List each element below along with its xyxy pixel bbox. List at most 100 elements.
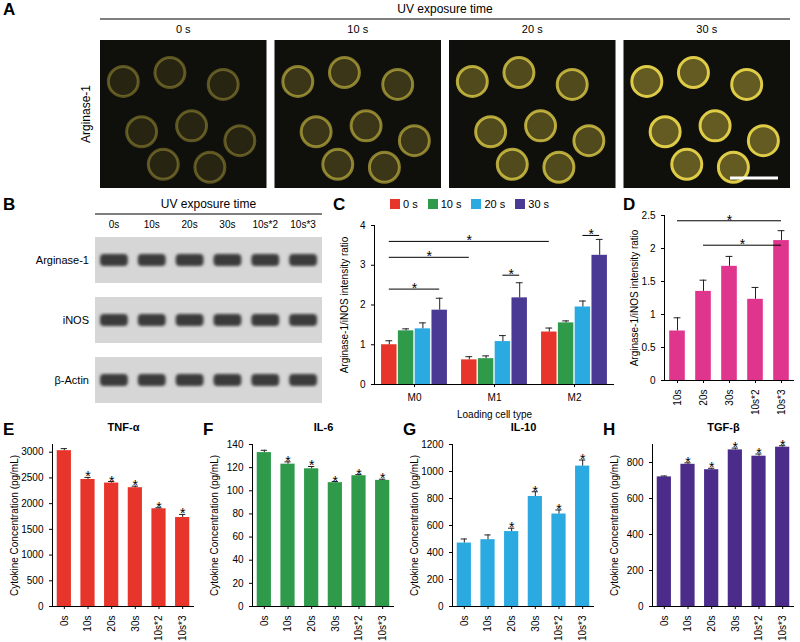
svg-text:*: * — [709, 459, 715, 475]
svg-text:800: 800 — [427, 493, 444, 504]
svg-text:120: 120 — [227, 462, 244, 473]
svg-text:*: * — [85, 468, 91, 484]
svg-text:0s: 0s — [109, 219, 120, 230]
svg-text:*: * — [156, 499, 162, 515]
svg-text:2: 2 — [650, 243, 656, 254]
svg-text:Cytokine Concentration (pg/mL): Cytokine Concentration (pg/mL) — [409, 455, 420, 596]
svg-text:0: 0 — [638, 601, 644, 612]
svg-text:30s: 30s — [130, 616, 141, 632]
svg-text:10s*2: 10s*2 — [553, 615, 564, 641]
svg-text:Arginase-1/iNOS intensity rati: Arginase-1/iNOS intensity ratio — [339, 236, 350, 373]
svg-text:0s: 0s — [59, 616, 70, 627]
svg-text:*: * — [556, 501, 562, 517]
svg-text:*: * — [427, 248, 433, 264]
svg-text:0: 0 — [360, 379, 366, 390]
svg-text:UV exposure time: UV exposure time — [397, 2, 493, 16]
svg-text:10s*3: 10s*3 — [776, 389, 787, 415]
svg-text:Arginase-1/iNOS intensity rati: Arginase-1/iNOS intensity ratio — [629, 229, 640, 366]
svg-text:IL-10: IL-10 — [511, 421, 537, 433]
svg-text:0: 0 — [650, 375, 656, 386]
svg-text:iNOS: iNOS — [63, 314, 89, 326]
svg-text:*: * — [756, 445, 762, 461]
svg-text:M2: M2 — [568, 392, 582, 403]
svg-text:10s*3: 10s*3 — [177, 615, 188, 641]
svg-text:10s*3: 10s*3 — [290, 219, 316, 230]
svg-text:0: 0 — [438, 601, 444, 612]
svg-text:2: 2 — [360, 299, 366, 310]
svg-text:Cytokine Concentration (pg/mL): Cytokine Concentration (pg/mL) — [209, 455, 220, 596]
svg-text:30s: 30s — [219, 219, 235, 230]
svg-text:Arginase-1: Arginase-1 — [79, 85, 93, 143]
svg-text:10s: 10s — [672, 390, 683, 406]
svg-text:400: 400 — [427, 547, 444, 558]
svg-text:2000: 2000 — [21, 498, 44, 509]
svg-text:20s: 20s — [706, 616, 717, 632]
svg-text:1500: 1500 — [21, 524, 44, 535]
svg-text:10s: 10s — [282, 616, 293, 632]
svg-text:IL-6: IL-6 — [314, 421, 334, 433]
svg-text:10s*3: 10s*3 — [377, 615, 388, 641]
svg-text:10s*2: 10s*2 — [153, 615, 164, 641]
svg-text:*: * — [589, 226, 595, 242]
svg-text:30s: 30s — [724, 390, 735, 406]
svg-text:Cytokine Concentration (pg/mL): Cytokine Concentration (pg/mL) — [609, 455, 620, 596]
svg-text:M1: M1 — [488, 392, 502, 403]
svg-text:20s: 20s — [182, 219, 198, 230]
svg-text:800: 800 — [627, 457, 644, 468]
svg-text:0s: 0s — [259, 616, 270, 627]
svg-text:*: * — [780, 437, 786, 453]
svg-text:10s*3: 10s*3 — [577, 615, 588, 641]
svg-text:10s: 10s — [482, 616, 493, 632]
svg-text:10s: 10s — [82, 616, 93, 632]
svg-text:200: 200 — [427, 574, 444, 585]
svg-text:2500: 2500 — [21, 472, 44, 483]
svg-text:1000: 1000 — [21, 549, 44, 560]
svg-text:1: 1 — [650, 309, 656, 320]
svg-text:0: 0 — [38, 601, 44, 612]
svg-text:*: * — [685, 454, 691, 470]
svg-text:M0: M0 — [408, 392, 422, 403]
svg-text:*: * — [333, 473, 339, 489]
svg-text:0 s: 0 s — [176, 23, 191, 35]
svg-text:3000: 3000 — [21, 446, 44, 457]
svg-text:4: 4 — [360, 220, 366, 231]
svg-text:Cytokine Concentration (pg/mL): Cytokine Concentration (pg/mL) — [9, 455, 20, 596]
svg-text:20s: 20s — [306, 616, 317, 632]
svg-text:*: * — [580, 451, 586, 467]
svg-text:80: 80 — [232, 508, 244, 519]
svg-text:TNF-α: TNF-α — [108, 421, 140, 433]
svg-text:10s*2: 10s*2 — [750, 389, 761, 415]
svg-text:TGF-β: TGF-β — [707, 421, 740, 433]
svg-text:600: 600 — [627, 493, 644, 504]
svg-text:30 s: 30 s — [696, 23, 717, 35]
svg-text:20: 20 — [232, 578, 244, 589]
svg-text:0s: 0s — [459, 616, 470, 627]
svg-text:1: 1 — [360, 339, 366, 350]
svg-text:20s: 20s — [506, 616, 517, 632]
svg-text:30s: 30s — [730, 616, 741, 632]
svg-text:*: * — [740, 236, 746, 252]
svg-text:Arginase-1: Arginase-1 — [36, 254, 89, 266]
svg-text:*: * — [412, 280, 418, 296]
svg-text:*: * — [509, 519, 515, 535]
svg-text:*: * — [285, 453, 291, 469]
svg-text:0.5: 0.5 — [642, 342, 656, 353]
svg-text:30s: 30s — [330, 616, 341, 632]
svg-text:1.5: 1.5 — [642, 276, 656, 287]
svg-text:*: * — [180, 505, 186, 521]
svg-text:40: 40 — [232, 554, 244, 565]
svg-text:60: 60 — [232, 531, 244, 542]
svg-text:*: * — [309, 457, 315, 473]
svg-text:10s: 10s — [682, 616, 693, 632]
svg-text:10s*2: 10s*2 — [753, 615, 764, 641]
svg-text:200: 200 — [627, 565, 644, 576]
svg-text:*: * — [533, 483, 539, 499]
svg-text:*: * — [380, 470, 386, 486]
svg-text:20s: 20s — [698, 390, 709, 406]
svg-text:*: * — [356, 466, 362, 482]
svg-text:0s: 0s — [659, 616, 670, 627]
svg-text:*: * — [109, 473, 115, 489]
svg-text:*: * — [733, 439, 739, 455]
svg-text:10s: 10s — [144, 219, 160, 230]
svg-text:*: * — [133, 477, 139, 493]
